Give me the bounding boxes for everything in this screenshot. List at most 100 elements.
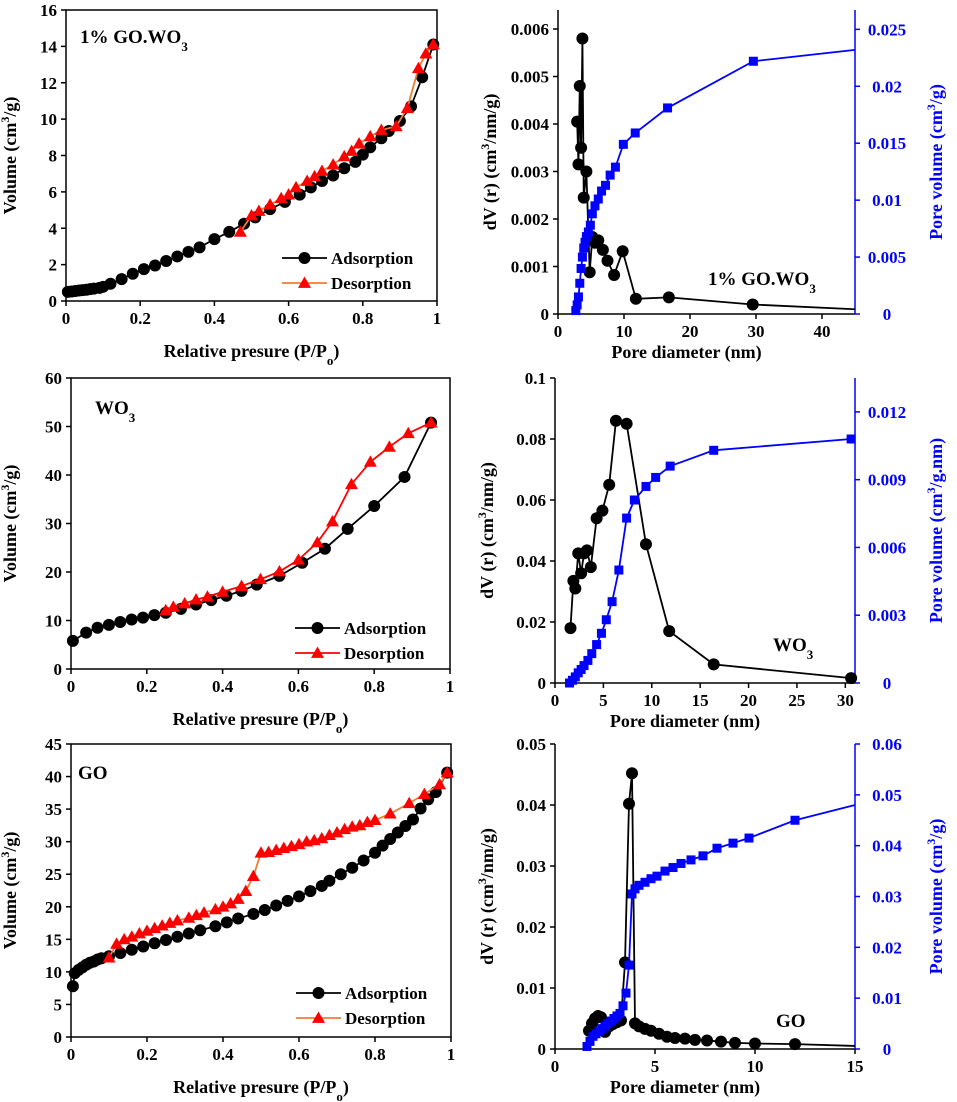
- x-tick-label: 1: [433, 309, 442, 328]
- data-point: [300, 174, 314, 186]
- data-point: [182, 911, 196, 923]
- data-point: [315, 164, 329, 176]
- x-tick-label: 40: [814, 322, 831, 341]
- panel-label-main: GO: [78, 763, 108, 784]
- x-axis-title: Relative presure (P/Po): [173, 709, 349, 736]
- y-tick-label: 0: [541, 305, 550, 324]
- x-axis-title: Relative presure (P/Po): [164, 341, 340, 368]
- data-point: [338, 162, 351, 175]
- y-tick-label: 15: [45, 930, 62, 949]
- legend-marker: [312, 987, 325, 999]
- legend-label: Adsorption: [344, 619, 427, 638]
- y-tick-label: 35: [45, 800, 62, 819]
- y-axis-title: Volume (cm3/g): [0, 832, 21, 950]
- panel-label: 1% GO.WO3: [80, 27, 188, 54]
- data-point: [789, 1038, 801, 1051]
- data-point: [344, 477, 358, 490]
- data-point: [252, 204, 266, 216]
- y-tick-label: 10: [45, 963, 62, 982]
- legend-label: Desorption: [331, 274, 412, 293]
- chart-panel-6: 0 5 10 15 0 0.01 0.02 0.03 0.04 0.05 0 0.01 0.02 0.03…: [475, 735, 947, 1098]
- x-tick-label: 0: [67, 1045, 76, 1064]
- y-tick-label: 0.03: [516, 857, 546, 876]
- data-point: [239, 884, 253, 897]
- data-point: [701, 1034, 713, 1047]
- y-axis-title-end: /g): [0, 832, 21, 853]
- data-point: [194, 924, 207, 937]
- y-tick-label: 0.001: [511, 258, 549, 277]
- data-point: [579, 243, 589, 253]
- x-tick-label: 30: [748, 322, 765, 341]
- x-tick-label: 0.4: [212, 1045, 234, 1064]
- y-axis-title-sup: 3: [0, 852, 12, 858]
- data-point: [334, 868, 347, 881]
- x-tick-label: 0.8: [352, 309, 373, 328]
- data-point: [368, 500, 381, 513]
- legend: Adsorption Desorption: [282, 249, 414, 293]
- panel-label: GO: [78, 763, 108, 784]
- x-tick-label: 15: [847, 1057, 864, 1076]
- y-axis-title-sup: 3: [475, 512, 489, 518]
- y-axis-title-end: /nm/g): [477, 462, 498, 513]
- data-point: [115, 273, 128, 286]
- data-point: [140, 924, 154, 936]
- data-point: [416, 71, 429, 84]
- y2-tick-label: 0.005: [868, 248, 906, 267]
- data-point: [126, 267, 139, 280]
- y2-axis-title: Pore volume (cm3/g.nm): [924, 438, 947, 623]
- y-tick-label: 0.05: [516, 735, 546, 754]
- data-point: [790, 815, 800, 825]
- y2-axis-title-main: Pore volume (cm: [926, 110, 947, 240]
- series-dv-r-: [564, 414, 858, 685]
- y2-axis-title-end: /g): [926, 819, 947, 840]
- data-point: [663, 625, 676, 638]
- y-tick-label: 5: [54, 995, 63, 1014]
- data-point: [689, 1033, 701, 1046]
- data-point: [114, 947, 127, 960]
- data-point: [159, 603, 173, 616]
- y-tick-label: 0: [538, 674, 547, 693]
- panel-label-main: WO: [773, 635, 807, 656]
- data-point: [668, 863, 678, 873]
- y-axis-title-end: /g): [0, 97, 21, 118]
- data-point: [580, 544, 593, 557]
- data-point: [662, 291, 675, 304]
- x-tick-label: 10: [747, 1057, 764, 1076]
- data-point: [584, 561, 597, 574]
- data-point: [629, 292, 642, 305]
- data-point: [189, 908, 203, 921]
- data-point: [102, 618, 115, 631]
- data-point: [729, 1036, 741, 1049]
- data-point: [197, 906, 211, 918]
- data-point: [571, 306, 581, 316]
- y-tick-label: 0.005: [511, 68, 549, 87]
- x-axis-title-main: Pore diameter (nm): [610, 1077, 760, 1098]
- legend-label: Adsorption: [331, 249, 414, 268]
- data-point: [564, 622, 577, 635]
- data-point: [231, 892, 245, 904]
- y2-axis-title-end: /g.nm): [926, 438, 947, 489]
- y2-axis-title-end: /g): [926, 84, 947, 105]
- data-point: [618, 139, 628, 149]
- data-point: [66, 634, 79, 647]
- y-tick-label: 40: [45, 768, 62, 787]
- data-point: [575, 141, 588, 154]
- y-axis-title-main: Volume (cm: [0, 858, 21, 950]
- data-point: [281, 894, 294, 907]
- y2-tick-label: 0.05: [872, 786, 902, 805]
- data-point: [104, 277, 117, 290]
- data-point: [640, 877, 650, 887]
- y2-axis-title-main: Pore volume (cm: [926, 493, 947, 623]
- data-point: [349, 155, 362, 168]
- y-tick-label: 0.004: [511, 115, 550, 134]
- x-tick-label: 10: [643, 691, 660, 710]
- data-point: [233, 225, 247, 237]
- x-tick-label: 0.2: [136, 1045, 157, 1064]
- data-point: [117, 932, 131, 945]
- data-point: [569, 582, 582, 595]
- data-point: [193, 241, 206, 254]
- data-point: [209, 920, 222, 933]
- data-point: [148, 937, 161, 950]
- data-point: [269, 843, 283, 856]
- x-tick-label: 25: [788, 691, 805, 710]
